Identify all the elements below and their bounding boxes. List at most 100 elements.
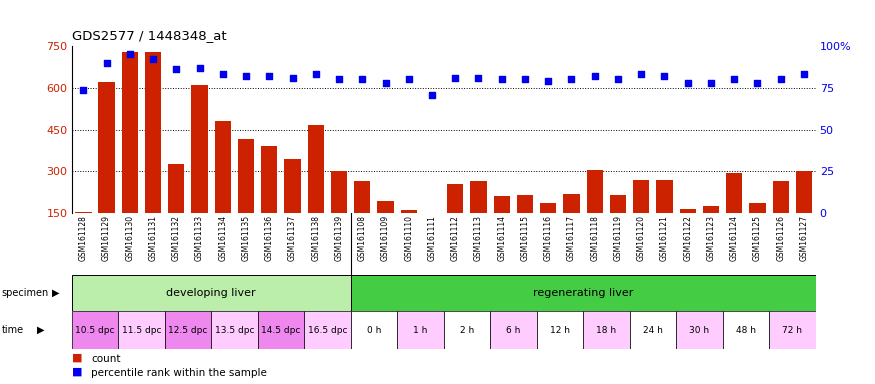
Bar — [192, 85, 207, 213]
Point — [494, 76, 508, 83]
Text: GSM161117: GSM161117 — [567, 215, 576, 261]
Text: GSM161113: GSM161113 — [474, 215, 483, 261]
Bar — [72, 311, 118, 349]
Text: GSM161131: GSM161131 — [149, 215, 157, 261]
Bar — [586, 170, 603, 213]
Text: 10.5 dpc: 10.5 dpc — [75, 326, 115, 335]
Point — [332, 76, 346, 83]
Bar — [749, 204, 766, 213]
Point — [146, 56, 160, 63]
Bar — [424, 213, 440, 219]
Bar — [354, 181, 370, 213]
Text: GSM161127: GSM161127 — [800, 215, 808, 261]
Text: ■: ■ — [72, 367, 82, 377]
Text: GSM161122: GSM161122 — [683, 215, 692, 261]
Bar — [540, 204, 556, 213]
Point — [727, 76, 741, 83]
Bar — [471, 181, 487, 213]
Text: GSM161109: GSM161109 — [381, 215, 390, 261]
Text: 0 h: 0 h — [367, 326, 382, 335]
Bar — [703, 206, 719, 213]
Point — [542, 78, 556, 84]
Text: GSM161123: GSM161123 — [706, 215, 716, 261]
Point — [611, 76, 625, 83]
Bar — [304, 311, 351, 349]
Text: GSM161119: GSM161119 — [613, 215, 622, 261]
Bar — [676, 311, 723, 349]
Bar — [726, 173, 742, 213]
Text: count: count — [91, 354, 121, 364]
Bar — [633, 180, 649, 213]
Text: GSM161138: GSM161138 — [312, 215, 320, 261]
Text: ■: ■ — [72, 353, 82, 363]
Point — [751, 80, 765, 86]
Text: GSM161128: GSM161128 — [79, 215, 88, 261]
Text: GSM161112: GSM161112 — [451, 215, 459, 261]
Bar — [72, 275, 351, 311]
Point — [425, 91, 439, 98]
Point — [100, 60, 114, 66]
Bar — [238, 139, 255, 213]
Bar — [351, 311, 397, 349]
Text: 72 h: 72 h — [782, 326, 802, 335]
Text: 13.5 dpc: 13.5 dpc — [214, 326, 255, 335]
Text: 2 h: 2 h — [459, 326, 474, 335]
Text: 16.5 dpc: 16.5 dpc — [308, 326, 347, 335]
Text: 30 h: 30 h — [690, 326, 710, 335]
Bar — [377, 200, 394, 213]
Point — [239, 73, 253, 79]
Bar — [444, 311, 490, 349]
Text: GSM161114: GSM161114 — [497, 215, 507, 261]
Point — [681, 80, 695, 86]
Text: GSM161135: GSM161135 — [242, 215, 250, 261]
Bar — [75, 212, 92, 213]
Text: GSM161133: GSM161133 — [195, 215, 204, 261]
Point — [170, 66, 184, 73]
Text: 12.5 dpc: 12.5 dpc — [168, 326, 207, 335]
Text: GSM161116: GSM161116 — [543, 215, 553, 261]
Text: 1 h: 1 h — [413, 326, 428, 335]
Text: 12 h: 12 h — [550, 326, 570, 335]
Bar — [583, 311, 630, 349]
Bar — [680, 209, 696, 213]
Point — [564, 76, 578, 83]
Bar — [211, 311, 258, 349]
Text: GSM161129: GSM161129 — [102, 215, 111, 261]
Text: GSM161125: GSM161125 — [752, 215, 762, 261]
Bar — [536, 311, 583, 349]
Text: 11.5 dpc: 11.5 dpc — [122, 326, 161, 335]
Bar — [258, 311, 304, 349]
Text: ▶: ▶ — [37, 325, 45, 335]
Text: percentile rank within the sample: percentile rank within the sample — [91, 368, 267, 378]
Text: time: time — [2, 325, 24, 335]
Bar — [630, 311, 676, 349]
Text: GSM161118: GSM161118 — [591, 215, 599, 261]
Text: developing liver: developing liver — [166, 288, 256, 298]
Text: 18 h: 18 h — [596, 326, 616, 335]
Text: 24 h: 24 h — [643, 326, 662, 335]
Bar — [99, 82, 115, 213]
Point — [774, 76, 788, 83]
Text: GSM161139: GSM161139 — [334, 215, 344, 261]
Point — [123, 51, 136, 58]
Text: GSM161120: GSM161120 — [637, 215, 646, 261]
Point — [448, 75, 462, 81]
Bar — [723, 311, 769, 349]
Text: GSM161115: GSM161115 — [521, 215, 529, 261]
Point — [472, 75, 486, 81]
Point — [402, 76, 416, 83]
Bar — [769, 311, 816, 349]
Bar — [773, 181, 788, 213]
Text: GSM161132: GSM161132 — [172, 215, 181, 261]
Bar — [214, 121, 231, 213]
Text: specimen: specimen — [2, 288, 49, 298]
Point — [797, 71, 811, 78]
Bar — [564, 194, 579, 213]
Point — [192, 65, 206, 71]
Bar — [610, 195, 626, 213]
Text: GSM161136: GSM161136 — [265, 215, 274, 261]
Text: GSM161124: GSM161124 — [730, 215, 738, 261]
Text: GDS2577 / 1448348_at: GDS2577 / 1448348_at — [72, 29, 227, 42]
Text: GSM161137: GSM161137 — [288, 215, 297, 261]
Bar — [164, 311, 211, 349]
